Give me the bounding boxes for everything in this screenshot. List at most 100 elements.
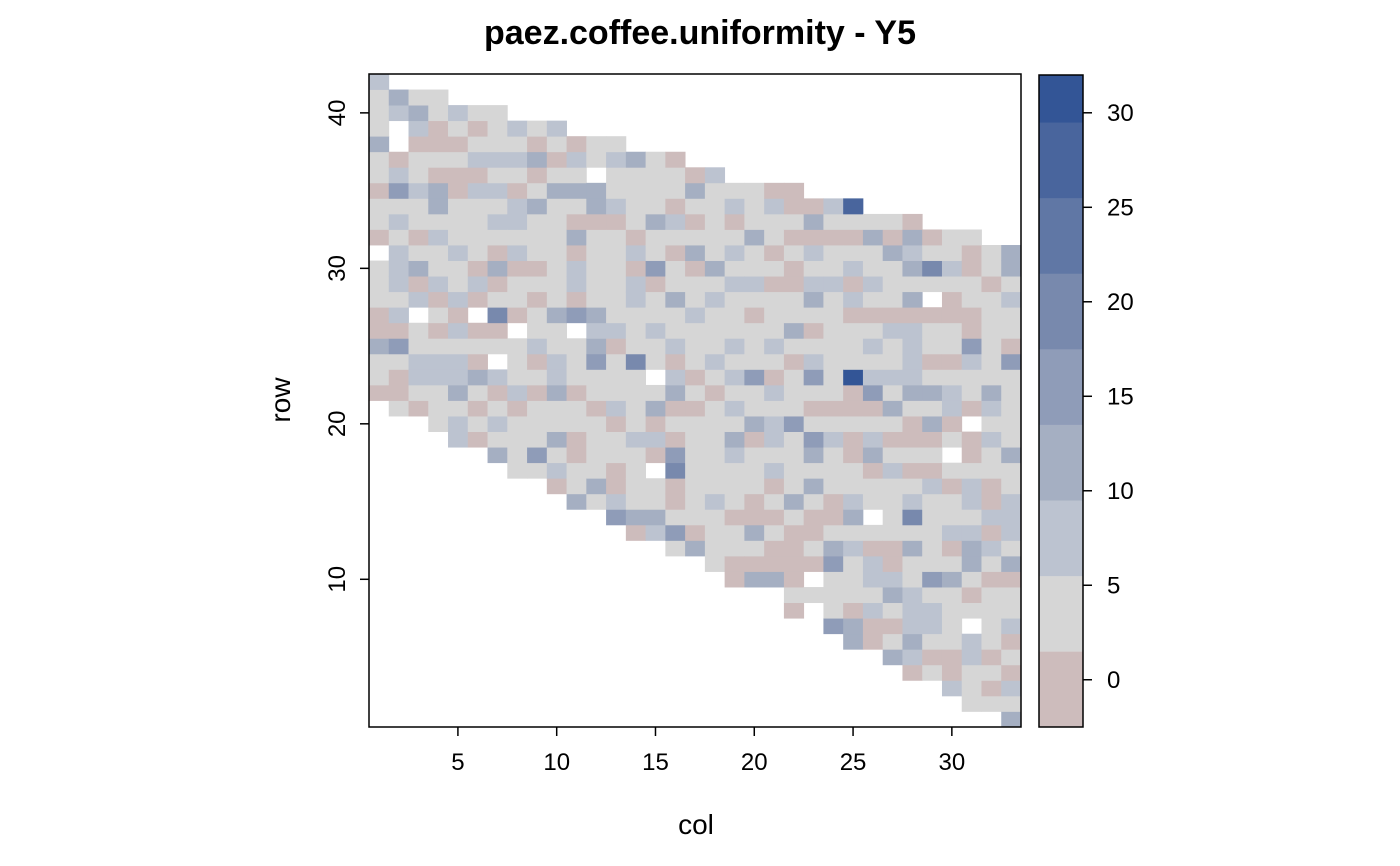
- heatmap-cell: [625, 182, 647, 199]
- heatmap-cell: [902, 664, 923, 681]
- heatmap-cell: [941, 353, 963, 370]
- heatmap-cell: [408, 384, 429, 401]
- heatmap-cell: [922, 384, 943, 401]
- heatmap-cell: [803, 198, 824, 215]
- heatmap-cell: [704, 182, 726, 199]
- heatmap-cell: [803, 447, 824, 464]
- heatmap-cell: [744, 307, 765, 324]
- heatmap-cell: [902, 245, 923, 261]
- heatmap-cell: [1001, 493, 1022, 510]
- heatmap-cell: [428, 213, 449, 230]
- heatmap-cell: [467, 213, 488, 230]
- heatmap-cell: [645, 260, 666, 277]
- heatmap-cell: [507, 182, 528, 199]
- heatmap-cell: [783, 509, 805, 526]
- heatmap-cell: [862, 400, 884, 417]
- heatmap-cell: [487, 384, 508, 401]
- heatmap-cell: [546, 260, 567, 277]
- x-tick-label: 20: [741, 749, 768, 776]
- heatmap-cell: [645, 167, 666, 184]
- heatmap-cell: [408, 120, 429, 137]
- heatmap-cell: [744, 245, 765, 261]
- heatmap-cell: [685, 384, 706, 401]
- heatmap-cell: [961, 307, 982, 324]
- heatmap-cell: [783, 322, 805, 339]
- heatmap-cell: [685, 369, 706, 386]
- heatmap-cell: [961, 260, 982, 277]
- heatmap-cell: [487, 338, 508, 355]
- heatmap-cell: [369, 167, 390, 184]
- heatmap-cell: [1001, 587, 1022, 604]
- heatmap-cell: [685, 245, 706, 261]
- heatmap-cell: [625, 229, 647, 246]
- heatmap-cell: [527, 353, 548, 370]
- heatmap-cell: [369, 307, 390, 324]
- heatmap-cell: [507, 120, 528, 137]
- colorbar-tick-label: 10: [1107, 478, 1134, 505]
- heatmap-cell: [408, 105, 429, 122]
- heatmap-cell: [764, 338, 785, 355]
- heatmap-cell: [902, 400, 923, 417]
- heatmap-cell: [862, 245, 884, 261]
- heatmap-cell: [467, 120, 488, 137]
- heatmap-cell: [783, 229, 805, 246]
- heatmap-cell: [388, 353, 409, 370]
- heatmap-cell: [882, 369, 903, 386]
- heatmap-cell: [527, 291, 548, 308]
- heatmap-cell: [704, 524, 726, 541]
- heatmap-cell: [744, 353, 765, 370]
- heatmap-cell: [744, 276, 765, 293]
- heatmap-cell: [606, 136, 627, 153]
- heatmap-cell: [625, 260, 647, 277]
- heatmap-cell: [744, 198, 765, 215]
- heatmap-cell: [764, 447, 785, 464]
- heatmap-cell: [645, 524, 666, 541]
- heatmap-cell: [724, 509, 745, 526]
- heatmap-cell: [764, 400, 785, 417]
- heatmap-cell: [1001, 384, 1022, 401]
- heatmap-cell: [507, 198, 528, 215]
- heatmap-cell: [487, 369, 508, 386]
- heatmap-cell: [922, 571, 943, 588]
- heatmap-cell: [546, 322, 567, 339]
- heatmap-cell: [843, 555, 864, 572]
- heatmap-cell: [685, 462, 706, 479]
- heatmap-cell: [625, 245, 647, 261]
- heatmap-cell: [1001, 711, 1022, 728]
- heatmap-cell: [823, 416, 844, 432]
- heatmap-cell: [428, 322, 449, 339]
- heatmap-cell: [744, 369, 765, 386]
- heatmap-cell: [645, 307, 666, 324]
- heatmap-cell: [862, 555, 884, 572]
- heatmap-cell: [566, 462, 587, 479]
- heatmap-cell: [783, 276, 805, 293]
- heatmap-cell: [388, 89, 409, 106]
- heatmap-cell: [1001, 571, 1022, 588]
- heatmap-cell: [803, 462, 824, 479]
- heatmap-cell: [961, 462, 982, 479]
- heatmap-cell: [448, 291, 469, 308]
- heatmap-cell: [922, 649, 943, 666]
- heatmap-cell: [724, 213, 745, 230]
- heatmap-cell: [388, 213, 409, 230]
- heatmap-cell: [941, 384, 963, 401]
- heatmap-cell: [428, 276, 449, 293]
- heatmap-cell: [961, 555, 982, 572]
- heatmap-cell: [448, 213, 469, 230]
- heatmap-cell: [941, 509, 963, 526]
- heatmap-cell: [823, 618, 844, 635]
- heatmap-cell: [724, 276, 745, 293]
- heatmap-cell: [546, 400, 567, 417]
- heatmap-cell: [408, 229, 429, 246]
- heatmap-cell: [369, 89, 390, 106]
- heatmap-cell: [941, 462, 963, 479]
- heatmap-cell: [388, 229, 409, 246]
- heatmap-cell: [961, 602, 982, 619]
- heatmap-cell: [685, 400, 706, 417]
- heatmap-cell: [981, 400, 1002, 417]
- heatmap-cell: [862, 276, 884, 293]
- heatmap-cell: [428, 198, 449, 215]
- heatmap-cell: [961, 291, 982, 308]
- heatmap-cell: [408, 167, 429, 184]
- heatmap-cell: [764, 307, 785, 324]
